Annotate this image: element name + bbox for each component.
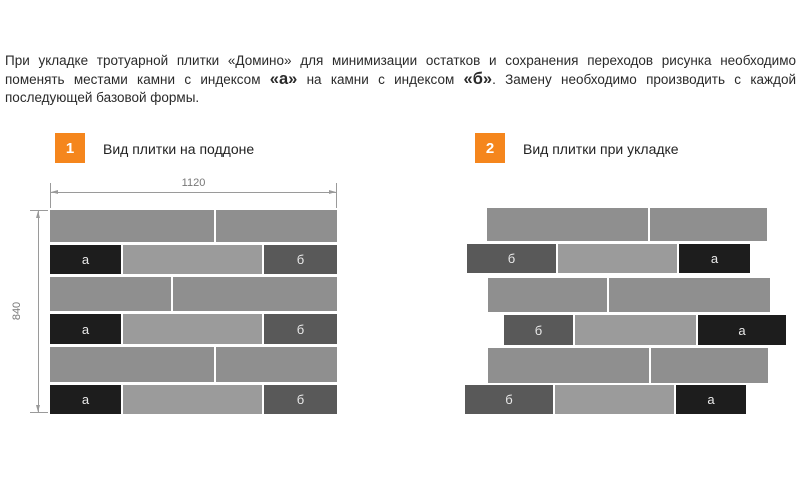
- dimension-arrow-right-icon: [329, 190, 336, 194]
- intro-segment: на камни с индексом: [297, 72, 464, 87]
- tile-gray_light: [575, 315, 696, 345]
- section-1-title: Вид плитки на поддоне: [103, 141, 255, 157]
- tile-gray: [609, 278, 770, 312]
- tile-row: [50, 347, 337, 382]
- tile-row: [488, 278, 770, 312]
- dimension-arrow-left-icon: [51, 190, 58, 194]
- tile-label: б: [296, 321, 305, 337]
- intro-emphasis: «б»: [463, 70, 493, 88]
- tile-a: а: [676, 385, 746, 414]
- dimension-extension-tick: [30, 210, 48, 211]
- dimension-extension-tick: [336, 183, 337, 208]
- tile-gray_light: [123, 385, 262, 414]
- tile-b: б: [467, 244, 556, 273]
- tile-b: б: [264, 245, 337, 274]
- tile-row: [487, 208, 767, 241]
- intro-segment: При укладке тротуарной плитки «Домино» д…: [5, 53, 796, 87]
- section-2-title: Вид плитки при укладке: [523, 141, 679, 157]
- tile-row: [488, 348, 768, 383]
- tile-label: а: [707, 392, 715, 407]
- tile-a: а: [698, 315, 786, 345]
- tile-b: б: [264, 385, 337, 414]
- tile-label: б: [296, 252, 305, 267]
- tile-gray: [50, 210, 214, 242]
- tile-a: а: [50, 314, 121, 344]
- tile-label: а: [81, 252, 90, 267]
- tile-b: б: [465, 385, 553, 414]
- tile-gray: [50, 277, 171, 311]
- tile-label: а: [81, 392, 90, 407]
- tile-label: а: [81, 321, 90, 337]
- dimension-height-label: 840: [11, 301, 24, 321]
- intro-text: При укладке тротуарной плитки «Домино» д…: [5, 52, 796, 107]
- tile-label: а: [710, 251, 719, 266]
- dimension-arrow-down-icon: [36, 405, 40, 412]
- tile-gray: [173, 277, 337, 311]
- tile-gray_light: [123, 245, 262, 274]
- tile-gray: [216, 347, 337, 382]
- section-2-badge: 2: [475, 133, 505, 163]
- tile-gray_light: [123, 314, 262, 344]
- intro-emphasis: «а»: [269, 70, 298, 88]
- tile-b: б: [264, 314, 337, 344]
- tile-label: б: [296, 392, 305, 407]
- tile-gray: [488, 278, 607, 312]
- dimension-arrow-up-icon: [36, 211, 40, 218]
- tile-gray_light: [555, 385, 674, 414]
- tile-row: [50, 210, 337, 242]
- dimension-extension-tick: [30, 412, 48, 413]
- tile-a: а: [50, 385, 121, 414]
- tile-a: а: [679, 244, 750, 273]
- dimension-width-label: 1120: [181, 177, 206, 189]
- dimension-height-line: [38, 210, 39, 413]
- tile-gray: [487, 208, 648, 241]
- tile-gray: [488, 348, 649, 383]
- section-1-badge: 1: [55, 133, 85, 163]
- tile-label: б: [534, 322, 543, 338]
- tile-gray: [50, 347, 214, 382]
- tile-row: [50, 277, 337, 311]
- intro-segment: . Замену необходимо производить с каждой…: [5, 72, 796, 105]
- tile-gray_light: [558, 244, 677, 273]
- dimension-extension-tick: [50, 183, 51, 208]
- tile-b: б: [504, 315, 573, 345]
- tile-gray: [651, 348, 768, 383]
- dimension-width-line: [50, 192, 337, 193]
- tile-gray: [650, 208, 767, 241]
- tile-gray: [216, 210, 337, 242]
- tile-label: а: [738, 322, 746, 338]
- tile-a: а: [50, 245, 121, 274]
- tile-label: б: [505, 392, 513, 407]
- tile-label: б: [507, 251, 516, 266]
